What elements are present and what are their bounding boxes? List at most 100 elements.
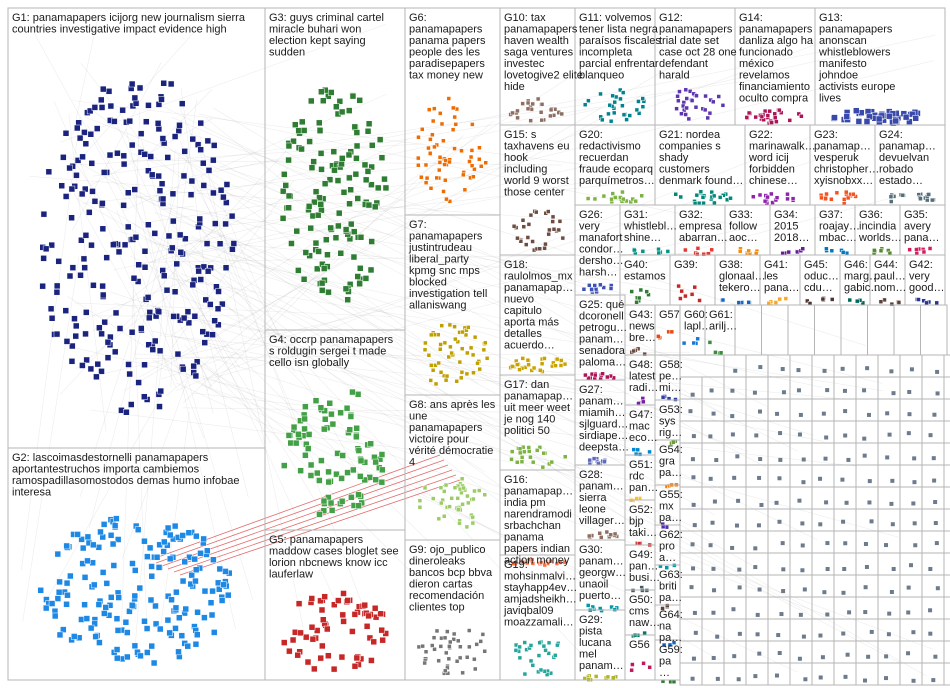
node xyxy=(432,144,437,150)
node xyxy=(107,594,115,601)
node xyxy=(141,151,148,158)
node xyxy=(369,142,376,149)
group-label: miamih… xyxy=(579,407,625,419)
group-label: G30: xyxy=(579,544,603,556)
node xyxy=(216,565,224,573)
group-label: G20: xyxy=(579,129,603,141)
node xyxy=(909,367,914,372)
node xyxy=(459,375,464,381)
node xyxy=(351,662,359,670)
node xyxy=(530,239,535,244)
group-label: unaoil xyxy=(579,578,608,590)
node xyxy=(372,476,379,483)
group-label: G47: xyxy=(629,409,653,421)
node xyxy=(459,369,465,375)
edge xyxy=(184,344,423,584)
node xyxy=(126,370,133,378)
node xyxy=(107,102,115,110)
node xyxy=(777,296,782,302)
node xyxy=(847,297,853,303)
node xyxy=(202,296,209,304)
node xyxy=(746,110,752,116)
node xyxy=(351,611,359,618)
node xyxy=(318,166,325,173)
node xyxy=(928,567,933,572)
node xyxy=(610,191,615,196)
node xyxy=(526,362,531,367)
node xyxy=(166,629,173,637)
node xyxy=(843,113,851,120)
node xyxy=(218,597,226,604)
node xyxy=(81,129,88,136)
node xyxy=(351,123,359,131)
node xyxy=(416,162,421,168)
group-label: G2: lascoimasdestornelli panamapapers xyxy=(12,452,209,464)
group-label: countries investigative impact evidence … xyxy=(12,23,227,35)
node xyxy=(433,381,439,387)
node xyxy=(528,643,534,648)
group-label: pista xyxy=(579,625,603,637)
node xyxy=(346,426,353,433)
node xyxy=(797,432,802,437)
node xyxy=(197,276,205,283)
node xyxy=(124,629,131,636)
node xyxy=(164,592,172,600)
node xyxy=(137,130,145,137)
node xyxy=(931,456,936,461)
group-label: G16: xyxy=(504,474,528,486)
small-group-box xyxy=(943,596,950,620)
node xyxy=(103,580,111,587)
node xyxy=(543,241,548,247)
edge xyxy=(65,155,716,516)
node xyxy=(91,104,99,111)
node xyxy=(681,340,687,346)
node xyxy=(863,541,868,546)
edge xyxy=(76,164,124,234)
node xyxy=(683,112,688,117)
node xyxy=(757,587,762,592)
node xyxy=(537,640,542,646)
group-label: méxico xyxy=(739,58,774,70)
node xyxy=(210,556,217,563)
node xyxy=(419,174,424,180)
group-label: paloma… xyxy=(579,356,626,368)
node xyxy=(205,167,213,174)
node xyxy=(128,328,136,336)
node xyxy=(321,425,328,433)
group-label: G40: xyxy=(624,259,648,271)
node xyxy=(99,282,106,290)
node xyxy=(62,307,70,314)
node xyxy=(189,281,197,289)
group-label: G39: xyxy=(674,259,698,271)
node xyxy=(853,107,860,114)
node xyxy=(190,362,197,370)
node xyxy=(203,240,211,247)
node xyxy=(98,368,105,375)
node xyxy=(328,507,336,514)
group-label: bjp xyxy=(629,515,644,527)
node xyxy=(932,412,937,417)
node xyxy=(483,340,488,346)
node xyxy=(318,279,326,287)
group-label: G41: xyxy=(764,259,788,271)
node xyxy=(730,414,735,419)
node xyxy=(769,191,774,197)
node xyxy=(534,209,539,215)
node xyxy=(846,457,851,462)
node xyxy=(689,292,695,297)
group-label: G31: xyxy=(624,209,648,221)
node xyxy=(460,502,465,507)
small-group-box xyxy=(943,464,950,488)
node xyxy=(635,447,640,453)
group-label: G27: xyxy=(579,384,603,396)
group-label: G11: volvemos xyxy=(579,12,652,24)
group-label: panamapapers xyxy=(739,23,813,35)
node xyxy=(426,145,431,151)
node xyxy=(176,614,183,621)
node xyxy=(602,459,607,464)
node xyxy=(328,410,335,418)
node xyxy=(666,396,672,401)
node xyxy=(633,451,639,457)
node xyxy=(217,186,225,194)
node xyxy=(462,187,468,193)
